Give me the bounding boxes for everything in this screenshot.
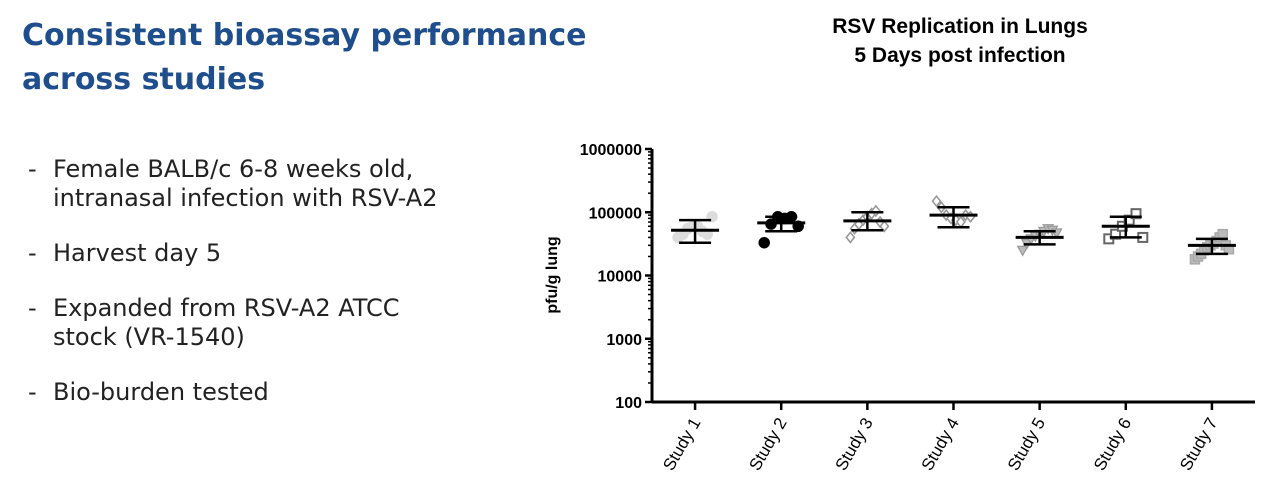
- bullet-dash: -: [28, 294, 37, 322]
- chart-title-line-1: RSV Replication in Lungs: [832, 15, 1088, 38]
- bullet-list: - Female BALB/c 6-8 weeks old, intranasa…: [28, 155, 498, 433]
- x-tick-label: Study 4: [918, 415, 963, 474]
- scatter-chart: RSV Replication in Lungs 5 Days post inf…: [544, 15, 1255, 474]
- bullet-line: Female BALB/c 6-8 weeks old,: [53, 155, 414, 183]
- x-tick-label: Study 1: [659, 415, 704, 474]
- x-tick-label: Study 2: [745, 415, 790, 474]
- y-tick-label: 1000: [606, 332, 642, 349]
- data-point: [1130, 208, 1142, 220]
- bullet-line: intranasal infection with RSV-A2: [53, 184, 438, 212]
- x-tick-label: Study 3: [832, 415, 877, 474]
- bullet-line: Bio-burden tested: [53, 378, 269, 406]
- bullet-item: - Expanded from RSV-A2 ATCC stock (VR-15…: [28, 294, 498, 352]
- bullet-dash: -: [28, 155, 37, 183]
- data-point: [1110, 228, 1122, 240]
- y-tick-label: 100: [615, 395, 642, 412]
- bullet-item: - Harvest day 5: [28, 239, 498, 268]
- x-tick-label: Study 7: [1176, 415, 1221, 474]
- y-tick-label: 1000000: [580, 142, 642, 159]
- chart-marks: [671, 194, 1236, 265]
- bullet-line: Expanded from RSV-A2 ATCC: [53, 294, 400, 322]
- axes: 100 1000 10000 100000 1000000 Study 1 Study 2 S…: [580, 142, 1255, 474]
- x-tick-label: Study 6: [1090, 415, 1135, 474]
- data-point: [1217, 228, 1228, 240]
- y-tick-label: 100000: [589, 205, 642, 222]
- bullet-line: Harvest day 5: [53, 239, 222, 267]
- slide-title: Consistent bioassay performance across s…: [22, 18, 587, 97]
- data-point: [931, 194, 942, 208]
- y-tick-label: 10000: [598, 269, 643, 286]
- data-point: [1016, 245, 1029, 257]
- y-axis-label: pfu/g lung: [544, 236, 561, 313]
- data-point: [758, 236, 770, 249]
- bullet-line: stock (VR-1540): [53, 323, 245, 351]
- chart-title-line-2: 5 Days post infection: [854, 44, 1065, 67]
- bullet-dash: -: [28, 378, 37, 406]
- bullet-item: - Bio-burden tested: [28, 378, 498, 407]
- bullet-item: - Female BALB/c 6-8 weeks old, intranasa…: [28, 155, 498, 213]
- x-tick-label: Study 5: [1004, 415, 1049, 474]
- data-point: [845, 231, 856, 244]
- data-point: [879, 220, 890, 233]
- bullet-dash: -: [28, 239, 37, 267]
